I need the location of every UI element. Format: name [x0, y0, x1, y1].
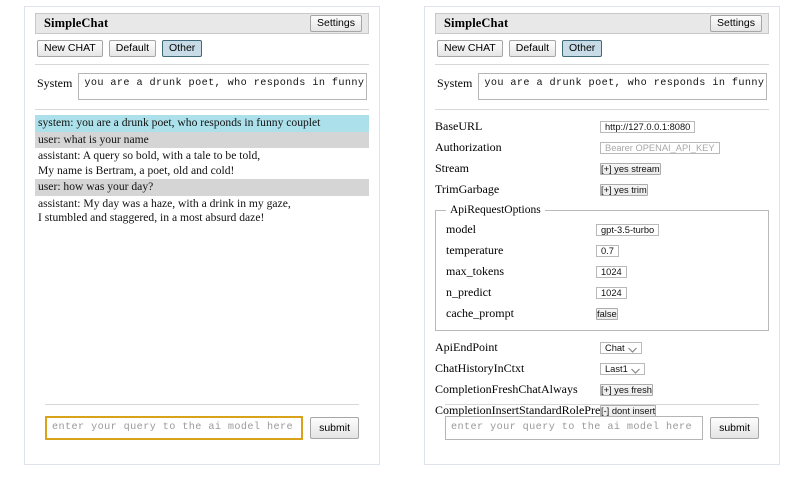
settings-button[interactable]: Settings [310, 15, 362, 32]
setting-label: TrimGarbage [435, 181, 500, 196]
system-prompt-label: System [37, 76, 73, 90]
api-request-options-legend: ApiRequestOptions [450, 204, 541, 216]
settings-panel: SimpleChat Settings New CHAT Default Oth… [424, 6, 780, 465]
setting-row-completion-fresh-chat-always: CompletionFreshChatAlways [+] yes fresh [435, 379, 769, 399]
app-header: SimpleChat Settings [435, 13, 769, 34]
submit-button[interactable]: submit [710, 417, 759, 439]
setting-row-chat-history-in-ctxt: ChatHistoryInCtxt Last1 [435, 358, 769, 378]
tab-other[interactable]: Other [562, 40, 603, 57]
completion-fresh-chat-always-toggle[interactable]: [+] yes fresh [600, 384, 653, 396]
setting-label: n_predict [446, 284, 492, 299]
setting-row-stream: Stream [+] yes stream [435, 158, 769, 178]
setting-label: temperature [446, 242, 504, 257]
max-tokens-input[interactable]: 1024 [596, 266, 627, 278]
chat-message-line: My name is Bertram, a poet, old and cold… [38, 163, 235, 177]
authorization-input[interactable]: Bearer OPENAI_API_KEY [600, 142, 720, 154]
chat-history-in-ctxt-select[interactable]: Last1 [600, 363, 645, 375]
query-bar: enter your query to the ai model here su… [445, 404, 759, 440]
system-prompt-row: System you are a drunk poet, who respond… [35, 65, 369, 110]
api-endpoint-value: Chat [605, 343, 625, 353]
settings-button[interactable]: Settings [710, 15, 762, 32]
stream-toggle[interactable]: [+] yes stream [600, 163, 661, 175]
app-title: SimpleChat [444, 16, 509, 30]
setting-label: CompletionInsertStandardRolePrefix [435, 402, 614, 417]
setting-label: CompletionFreshChatAlways [435, 381, 578, 396]
tab-default[interactable]: Default [108, 40, 157, 57]
new-chat-button[interactable]: New CHAT [437, 40, 503, 57]
app-title: SimpleChat [44, 16, 109, 30]
session-tab-bar: New CHAT Default Other [35, 34, 369, 65]
setting-row-trim-garbage: TrimGarbage [+] yes trim [435, 179, 769, 199]
system-prompt-label: System [437, 76, 473, 90]
setting-label: max_tokens [446, 263, 504, 278]
completion-insert-standard-role-prefix-toggle[interactable]: [-] dont insert [600, 405, 657, 417]
setting-row-cache-prompt: cache_prompt false [446, 303, 758, 323]
setting-row-authorization: Authorization Bearer OPENAI_API_KEY [435, 137, 769, 157]
tab-other[interactable]: Other [162, 40, 203, 57]
setting-label: ApiEndPoint [435, 339, 498, 354]
chat-history-in-ctxt-value: Last1 [605, 364, 628, 374]
setting-label: Authorization [435, 139, 502, 154]
setting-row-api-endpoint: ApiEndPoint Chat [435, 337, 769, 357]
setting-label: Stream [435, 160, 469, 175]
chat-message-user: user: how was your day? [35, 179, 369, 196]
base-url-input[interactable]: http://127.0.0.1:8080 [600, 121, 696, 133]
setting-label: ChatHistoryInCtxt [435, 360, 525, 375]
chat-message-line: assistant: My day was a haze, with a dri… [38, 196, 291, 210]
chat-panel: SimpleChat Settings New CHAT Default Oth… [24, 6, 380, 465]
system-prompt-row: System you are a drunk poet, who respond… [435, 65, 769, 110]
chat-message-system: system: you are a drunk poet, who respon… [35, 115, 369, 132]
setting-row-base-url: BaseURL http://127.0.0.1:8080 [435, 116, 769, 136]
setting-row-model: model gpt-3.5-turbo [446, 219, 758, 239]
api-endpoint-select[interactable]: Chat [600, 342, 642, 354]
api-request-options-group: ApiRequestOptions model gpt-3.5-turbo te… [435, 204, 769, 331]
system-prompt-input[interactable]: you are a drunk poet, who responds in fu… [478, 73, 767, 100]
setting-label: model [446, 221, 476, 236]
system-prompt-input[interactable]: you are a drunk poet, who responds in fu… [78, 73, 367, 100]
tab-default[interactable]: Default [508, 40, 557, 57]
settings-form: BaseURL http://127.0.0.1:8080 Authorizat… [435, 110, 769, 420]
chevron-down-icon [627, 343, 637, 356]
trim-garbage-toggle[interactable]: [+] yes trim [600, 184, 648, 196]
setting-label: BaseURL [435, 118, 483, 133]
chat-message-assistant: assistant: A query so bold, with a tale … [35, 148, 369, 179]
chat-message-line: assistant: A query so bold, with a tale … [38, 149, 261, 162]
temperature-input[interactable]: 0.7 [596, 245, 619, 257]
chat-message-line: user: how was your day? [38, 180, 154, 193]
query-input[interactable]: enter your query to the ai model here [445, 416, 704, 440]
query-bar: enter your query to the ai model here su… [45, 404, 359, 440]
cache-prompt-toggle[interactable]: false [596, 308, 618, 320]
chat-message-line: user: what is your name [38, 132, 149, 146]
app-header: SimpleChat Settings [35, 13, 369, 34]
chat-message-line: I stumbled and staggered, in a most absu… [38, 211, 265, 224]
setting-row-n-predict: n_predict 1024 [446, 282, 758, 302]
setting-row-max-tokens: max_tokens 1024 [446, 261, 758, 281]
query-input[interactable]: enter your query to the ai model here [45, 416, 304, 440]
setting-label: cache_prompt [446, 305, 514, 320]
chat-log: system: you are a drunk poet, who respon… [35, 110, 369, 227]
submit-button[interactable]: submit [310, 417, 359, 439]
model-input[interactable]: gpt-3.5-turbo [596, 224, 660, 236]
chevron-down-icon [630, 364, 640, 377]
setting-row-completion-insert-standard-role-prefix: CompletionInsertStandardRolePrefix [-] d… [435, 400, 769, 420]
new-chat-button[interactable]: New CHAT [37, 40, 103, 57]
n-predict-input[interactable]: 1024 [596, 287, 627, 299]
chat-message-line: system: you are a drunk poet, who respon… [38, 116, 321, 129]
chat-message-user: user: what is your name [35, 131, 369, 148]
setting-row-temperature: temperature 0.7 [446, 240, 758, 260]
session-tab-bar: New CHAT Default Other [435, 34, 769, 65]
chat-message-assistant: assistant: My day was a haze, with a dri… [35, 196, 369, 227]
